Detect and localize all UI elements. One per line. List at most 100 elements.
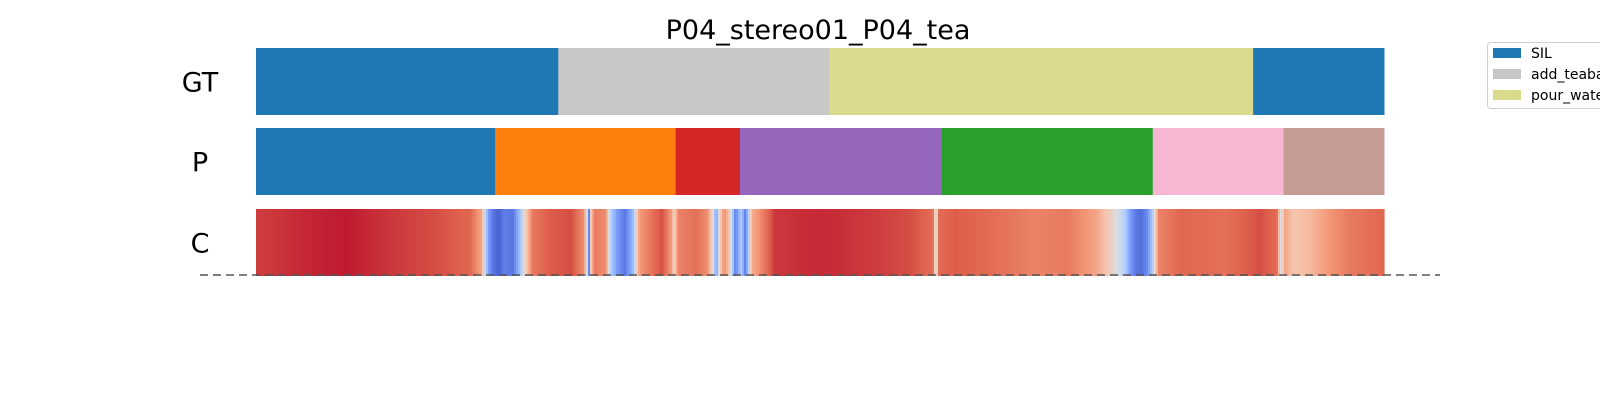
confidence-cell <box>1210 209 1213 276</box>
confidence-cell <box>1012 209 1015 276</box>
confidence-cell <box>1300 209 1303 276</box>
confidence-cell <box>1296 209 1299 276</box>
confidence-cell <box>540 209 543 276</box>
confidence-cell <box>924 209 927 276</box>
confidence-cell <box>940 209 943 276</box>
confidence-cell <box>1258 209 1261 276</box>
confidence-cell <box>726 209 729 276</box>
confidence-cell <box>966 209 969 276</box>
confidence-cell <box>788 209 791 276</box>
confidence-cell <box>1256 209 1259 276</box>
confidence-cell <box>672 209 675 276</box>
confidence-cell <box>1112 209 1115 276</box>
confidence-cell <box>1068 209 1071 276</box>
confidence-cell <box>358 209 361 276</box>
confidence-cell <box>1224 209 1227 276</box>
confidence-cell <box>860 209 863 276</box>
confidence-cell <box>962 209 965 276</box>
confidence-cell <box>354 209 357 276</box>
confidence-cell <box>632 209 635 276</box>
confidence-cell <box>590 209 593 276</box>
confidence-cell <box>666 209 669 276</box>
confidence-cell <box>454 209 457 276</box>
confidence-cell <box>312 209 315 276</box>
confidence-cell <box>1292 209 1295 276</box>
confidence-cell <box>1024 209 1027 276</box>
confidence-cell <box>920 209 923 276</box>
confidence-cell <box>852 209 855 276</box>
confidence-cell <box>1066 209 1069 276</box>
confidence-cell <box>548 209 551 276</box>
confidence-cell <box>1280 209 1283 276</box>
confidence-cell <box>314 209 317 276</box>
confidence-cell <box>490 209 493 276</box>
confidence-cell <box>596 209 599 276</box>
confidence-cell <box>514 209 517 276</box>
confidence-cell <box>624 209 627 276</box>
confidence-cell <box>412 209 415 276</box>
confidence-cell <box>1342 209 1345 276</box>
confidence-cell <box>960 209 963 276</box>
confidence-cell <box>826 209 829 276</box>
confidence-cell <box>1170 209 1173 276</box>
confidence-cell <box>1088 209 1091 276</box>
confidence-cell <box>848 209 851 276</box>
confidence-cell <box>902 209 905 276</box>
confidence-cell <box>1060 209 1063 276</box>
confidence-cell <box>974 209 977 276</box>
segment-gt-0 <box>256 48 559 115</box>
confidence-cell <box>1274 209 1277 276</box>
confidence-cell <box>656 209 659 276</box>
confidence-cell <box>732 209 735 276</box>
confidence-cell <box>1288 209 1291 276</box>
confidence-cell <box>1304 209 1307 276</box>
confidence-cell <box>1344 209 1347 276</box>
confidence-cell <box>1356 209 1359 276</box>
confidence-cell <box>474 209 477 276</box>
confidence-cell <box>942 209 945 276</box>
confidence-cell <box>380 209 383 276</box>
confidence-cell <box>436 209 439 276</box>
confidence-cell <box>622 209 625 276</box>
confidence-cell <box>876 209 879 276</box>
confidence-cell <box>740 209 743 276</box>
confidence-cell <box>488 209 491 276</box>
confidence-cell <box>1096 209 1099 276</box>
confidence-cell <box>1036 209 1039 276</box>
confidence-cell <box>452 209 455 276</box>
confidence-cell <box>670 209 673 276</box>
confidence-cell <box>1082 209 1085 276</box>
confidence-cell <box>1000 209 1003 276</box>
confidence-cell <box>1176 209 1179 276</box>
confidence-cell <box>576 209 579 276</box>
confidence-cell <box>408 209 411 276</box>
confidence-cell <box>990 209 993 276</box>
confidence-cell <box>1094 209 1097 276</box>
confidence-cell <box>1220 209 1223 276</box>
confidence-cell <box>1156 209 1159 276</box>
confidence-cell <box>832 209 835 276</box>
confidence-cell <box>1154 209 1157 276</box>
confidence-cell <box>928 209 931 276</box>
confidence-cell <box>602 209 605 276</box>
confidence-cell <box>660 209 663 276</box>
confidence-cell <box>986 209 989 276</box>
confidence-cell <box>834 209 837 276</box>
confidence-cell <box>872 209 875 276</box>
confidence-cell <box>384 209 387 276</box>
confidence-cell <box>584 209 587 276</box>
confidence-cell <box>554 209 557 276</box>
confidence-cell <box>1080 209 1083 276</box>
confidence-cell <box>1146 209 1149 276</box>
confidence-cell <box>896 209 899 276</box>
confidence-cell <box>1136 209 1139 276</box>
confidence-cell <box>676 209 679 276</box>
confidence-cell <box>820 209 823 276</box>
confidence-cell <box>316 209 319 276</box>
confidence-cell <box>1030 209 1033 276</box>
confidence-cell <box>636 209 639 276</box>
confidence-cell <box>1040 209 1043 276</box>
confidence-cell <box>568 209 571 276</box>
confidence-cell <box>794 209 797 276</box>
